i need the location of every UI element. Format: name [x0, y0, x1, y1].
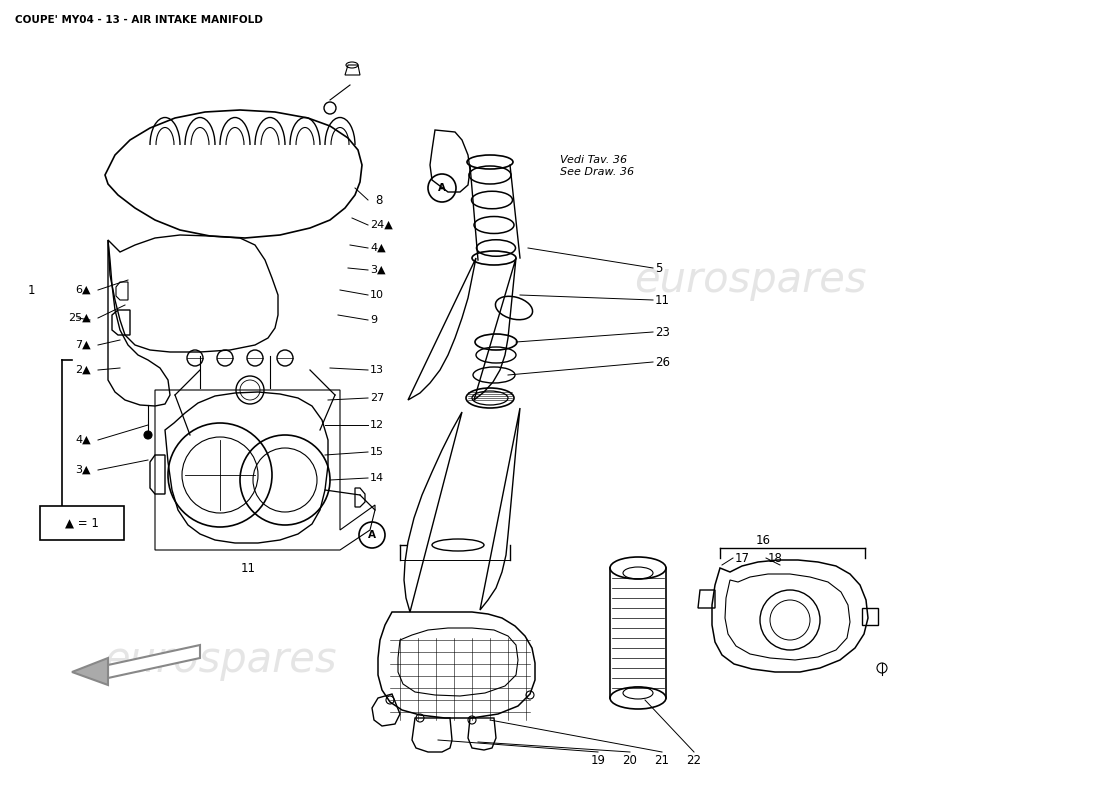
- Text: 16: 16: [756, 534, 770, 546]
- Text: 20: 20: [623, 754, 637, 766]
- Text: 4▲: 4▲: [75, 435, 90, 445]
- Text: 24▲: 24▲: [370, 220, 393, 230]
- Text: 2▲: 2▲: [75, 365, 90, 375]
- Text: COUPE' MY04 - 13 - AIR INTAKE MANIFOLD: COUPE' MY04 - 13 - AIR INTAKE MANIFOLD: [15, 15, 263, 25]
- Polygon shape: [72, 658, 108, 685]
- Text: Vedi Tav. 36
See Draw. 36: Vedi Tav. 36 See Draw. 36: [560, 155, 634, 177]
- Text: 11: 11: [241, 562, 255, 574]
- Text: 7▲: 7▲: [75, 340, 90, 350]
- Text: 1: 1: [28, 283, 35, 297]
- Circle shape: [144, 431, 152, 439]
- Text: 23: 23: [654, 326, 670, 338]
- Text: 6▲: 6▲: [75, 285, 90, 295]
- Text: 4▲: 4▲: [370, 243, 386, 253]
- FancyBboxPatch shape: [40, 506, 124, 540]
- Text: eurospares: eurospares: [634, 259, 867, 301]
- Text: 10: 10: [370, 290, 384, 300]
- Text: 9: 9: [370, 315, 377, 325]
- Text: 12: 12: [370, 420, 384, 430]
- Text: A: A: [438, 183, 446, 193]
- Text: 8: 8: [375, 194, 383, 206]
- Text: A: A: [368, 530, 376, 540]
- Text: eurospares: eurospares: [103, 639, 337, 681]
- Text: 3▲: 3▲: [370, 265, 385, 275]
- Text: 21: 21: [654, 754, 670, 766]
- Text: 25▲: 25▲: [68, 313, 90, 323]
- Text: 14: 14: [370, 473, 384, 483]
- Text: 22: 22: [686, 754, 702, 766]
- Text: 3▲: 3▲: [75, 465, 90, 475]
- Text: 19: 19: [591, 754, 605, 766]
- Text: ▲ = 1: ▲ = 1: [65, 517, 99, 530]
- Text: 26: 26: [654, 355, 670, 369]
- Text: 5: 5: [654, 262, 662, 274]
- Text: 18: 18: [768, 551, 783, 565]
- Text: 27: 27: [370, 393, 384, 403]
- Text: 17: 17: [735, 551, 750, 565]
- Text: 13: 13: [370, 365, 384, 375]
- Polygon shape: [108, 645, 200, 678]
- Text: 15: 15: [370, 447, 384, 457]
- Text: 11: 11: [654, 294, 670, 306]
